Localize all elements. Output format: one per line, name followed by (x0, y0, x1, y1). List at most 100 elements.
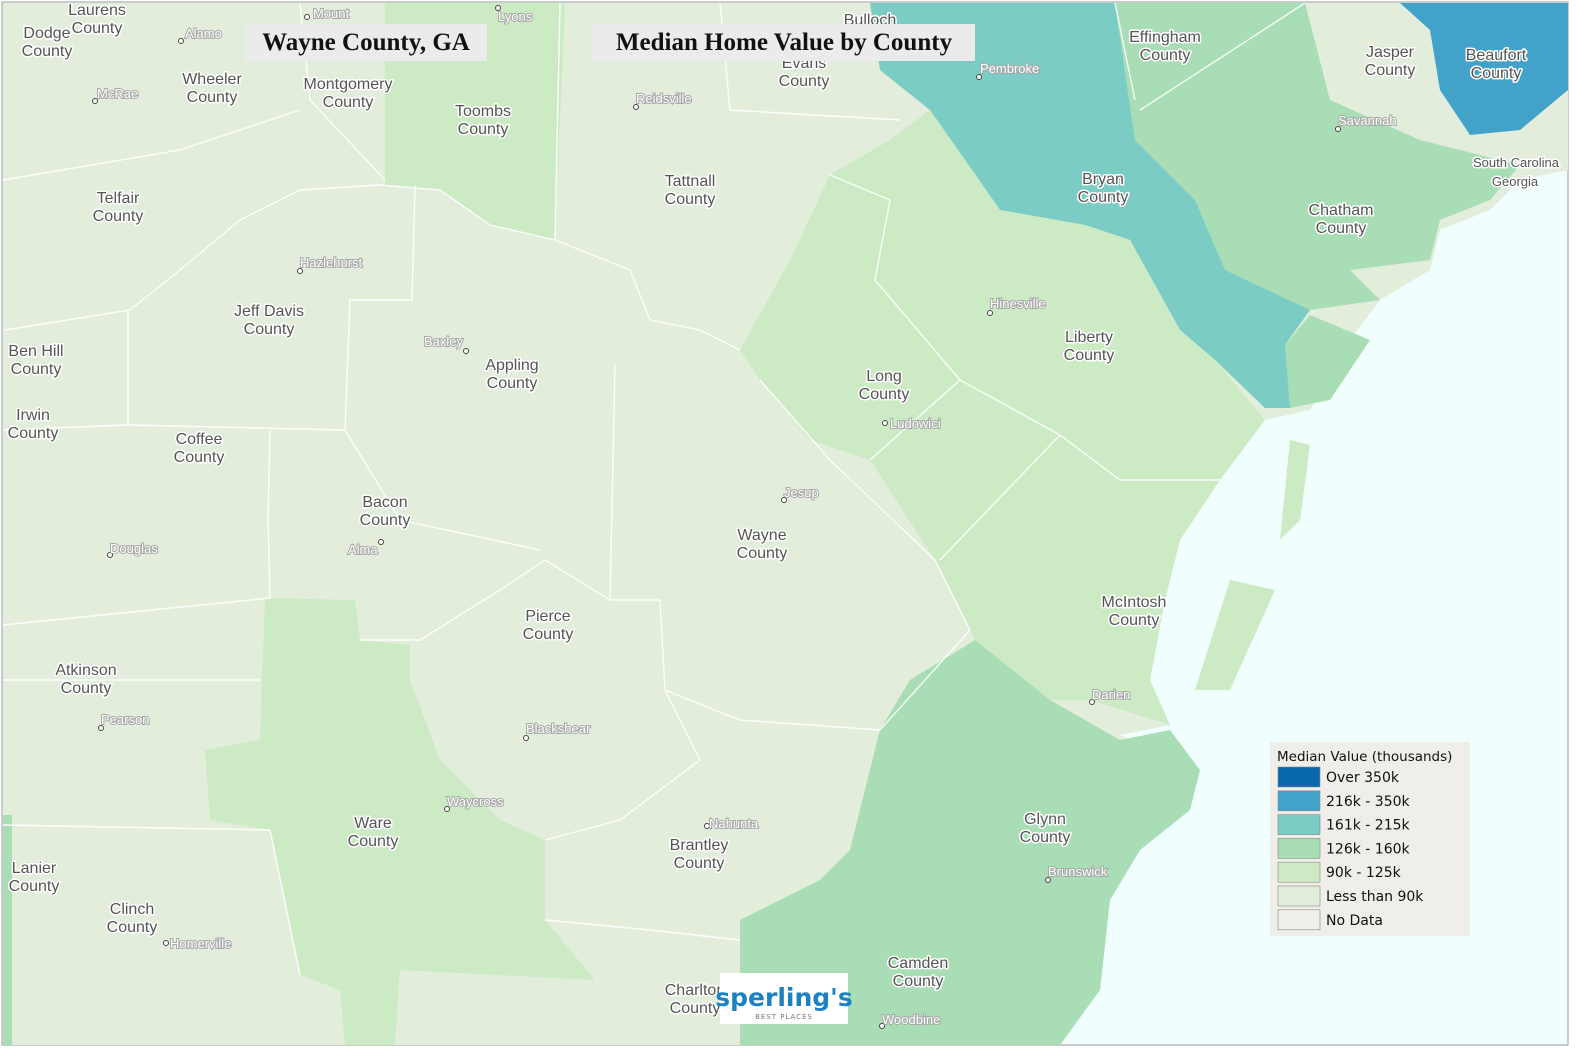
county-area (740, 110, 1265, 725)
county-label: Wayne County (737, 527, 788, 562)
city-marker (1335, 126, 1341, 132)
city-label: Hazlehurst (300, 255, 363, 270)
county-area (1115, 3, 1520, 310)
legend-swatch (1277, 909, 1321, 931)
county-label: McIntosh County (1102, 594, 1167, 629)
city-marker (304, 14, 310, 20)
county-area (3, 815, 12, 1045)
city-marker (178, 38, 184, 44)
county-label: Jeff Davis County (234, 303, 304, 338)
city-marker (163, 940, 169, 946)
legend-label: 90k - 125k (1326, 865, 1402, 881)
logo-tagline: BEST PLACES (755, 1013, 813, 1021)
county-label: Coffee County (174, 431, 225, 466)
legend-label: No Data (1326, 913, 1383, 929)
county-label: Montgomery County (304, 76, 393, 111)
county-label: Brantley County (670, 837, 729, 872)
legend-label: Less than 90k (1326, 889, 1424, 905)
subtitle-box (593, 24, 975, 61)
county-area (1280, 440, 1310, 540)
city-label: Douglas (110, 541, 158, 556)
county-label: Laurens County (68, 2, 126, 37)
legend-label: 126k - 160k (1326, 841, 1411, 857)
county-label: Ben Hill County (8, 343, 63, 378)
land (3, 3, 1568, 1045)
county-label: Effingham County (1129, 29, 1201, 64)
legend-swatch (1277, 790, 1321, 812)
legend-swatch (1277, 861, 1321, 883)
county-area (740, 640, 1200, 1045)
legend-label: 216k - 350k (1326, 794, 1411, 810)
county-area (385, 3, 565, 240)
city-marker (444, 806, 450, 812)
city-label: Nahunta (709, 816, 759, 831)
county-label: Dodge County (22, 25, 73, 60)
map-title: Wayne County, GA (262, 29, 470, 56)
city-label: Jesup (784, 485, 819, 500)
county-label: Bryan County (1078, 171, 1129, 206)
city-marker (1045, 877, 1051, 883)
county-label: Lanier County (9, 860, 60, 895)
city-label: Hinesville (990, 296, 1046, 311)
city-marker (463, 348, 469, 354)
county-label: Pierce County (523, 608, 574, 643)
city-marker (98, 725, 104, 731)
legend: Median Value (thousands) Over 350k 216k -… (1270, 742, 1470, 936)
city-label: Ludowici (890, 416, 941, 431)
county-label: Appling County (485, 357, 538, 392)
county-label: Chatham County (1309, 202, 1374, 237)
city-label: Blackshear (526, 721, 591, 736)
county-area (1400, 3, 1568, 135)
city-label: Mount (313, 6, 350, 21)
title-box (245, 24, 487, 61)
city-label: Brunswick (1048, 864, 1108, 879)
city-marker (976, 74, 982, 80)
map-subtitle: Median Home Value by County (616, 29, 953, 56)
city-marker (107, 552, 113, 558)
legend-label: 161k - 215k (1326, 818, 1411, 834)
city-label: Woodbine (882, 1012, 940, 1027)
county-label: Charlton County (665, 982, 725, 1017)
city-marker (523, 735, 529, 741)
city-marker (987, 310, 993, 316)
county-label: Jasper County (1365, 44, 1416, 79)
labels: Mount Lyons Alamo McRae Reidsville Pembroke Sa… (6, 1, 1561, 1029)
city-marker (781, 497, 787, 503)
city-marker (704, 823, 710, 829)
county-area (870, 3, 1310, 408)
city-label: Reidsville (636, 91, 692, 106)
city-marker (92, 98, 98, 104)
county-area (205, 598, 595, 1045)
county-label: Irwin County (8, 407, 59, 442)
city-marker (495, 5, 501, 11)
county-label: Clinch County (107, 901, 158, 936)
county-area (1195, 580, 1275, 690)
city-label: Alma (348, 542, 378, 557)
state-label: South Carolina (1473, 155, 1560, 170)
legend-swatch (1277, 838, 1321, 859)
city-label: McRae (97, 86, 138, 101)
legend-items: Over 350k 216k - 350k 161k - 215k 126k - 16… (1277, 766, 1424, 931)
legend-swatch (1277, 814, 1321, 835)
legend-swatch (1277, 885, 1321, 907)
city-marker (882, 420, 888, 426)
city-label: Homerville (170, 936, 231, 951)
city-marker (378, 539, 384, 545)
city-label: Alamo (185, 26, 222, 41)
county-label: Tattnall County (665, 173, 716, 208)
city-label: Baxley (424, 334, 464, 349)
county-area (1285, 315, 1370, 408)
county-label: Glynn County (1020, 811, 1071, 846)
city-label: Darien (1092, 687, 1130, 702)
county-label: Bacon County (360, 494, 411, 529)
county-label: Beaufort County (1466, 47, 1527, 82)
county-label: Liberty County (1064, 329, 1115, 364)
county-label: Atkinson County (55, 662, 116, 697)
county-borders (2, 2, 1306, 976)
city-label: Pembroke (980, 61, 1039, 76)
city-label: Savannah (1338, 113, 1397, 128)
city-label: Waycross (447, 794, 504, 809)
city-marker (1089, 699, 1095, 705)
